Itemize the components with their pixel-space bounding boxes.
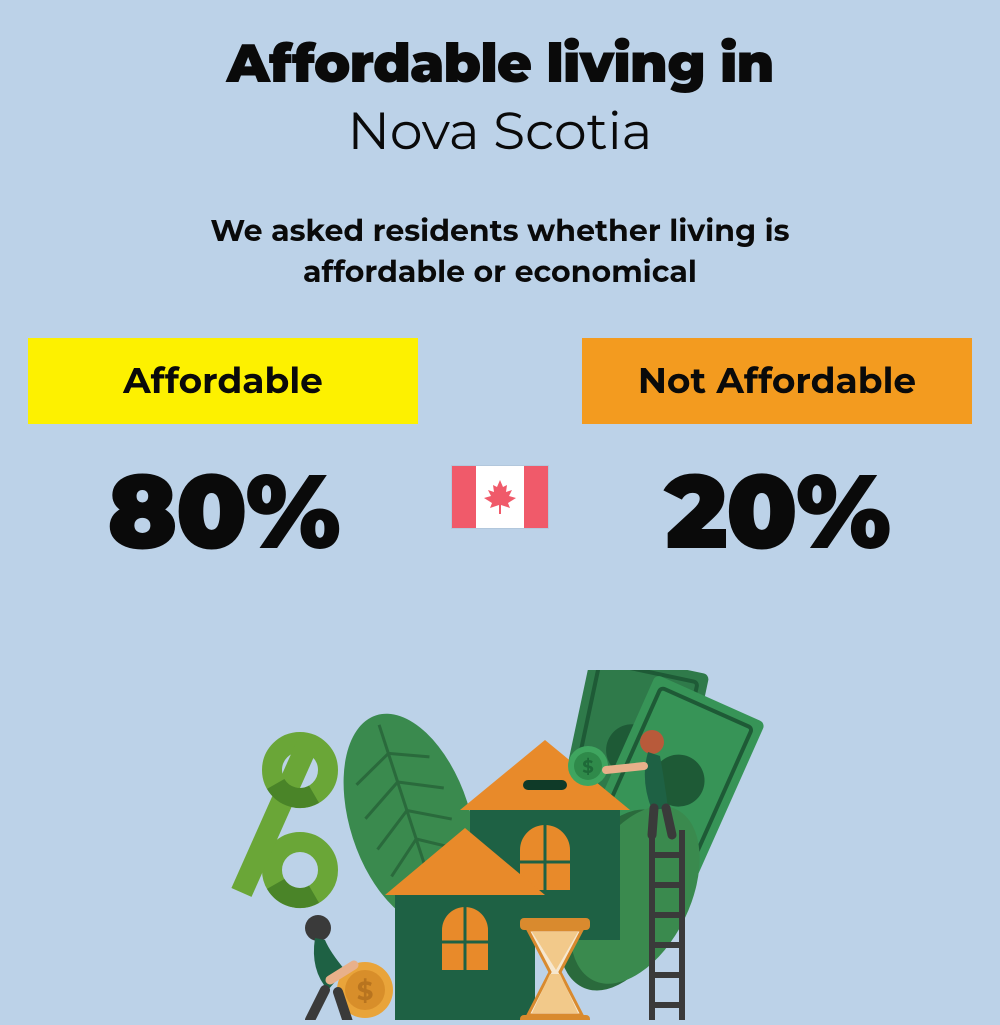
label-affordable: Affordable xyxy=(28,338,418,424)
subtitle: We asked residents whether living is aff… xyxy=(130,211,870,292)
stat-col-not-affordable: Not Affordable 20% xyxy=(582,338,972,575)
stats-row: Affordable 80% Not Affordable 20% xyxy=(0,338,1000,575)
value-not-affordable: 20% xyxy=(665,448,890,575)
svg-text:$: $ xyxy=(357,975,374,1007)
canada-flag-icon xyxy=(452,466,548,528)
title-region: Nova Scotia xyxy=(0,100,1000,163)
value-affordable: 80% xyxy=(107,448,339,575)
maple-leaf-icon xyxy=(484,480,516,514)
stat-col-affordable: Affordable 80% xyxy=(28,338,418,575)
title-bold: Affordable living in xyxy=(0,30,1000,96)
header: Affordable living in Nova Scotia xyxy=(0,0,1000,163)
percent-icon xyxy=(231,732,338,908)
flag-center xyxy=(476,466,524,528)
illustration-money-house: $ $ xyxy=(220,670,780,1020)
flag-bar-right xyxy=(524,466,548,528)
flag-wrap xyxy=(452,466,548,528)
person-left-icon: $ xyxy=(305,915,393,1020)
flag-bar-left xyxy=(452,466,476,528)
label-not-affordable: Not Affordable xyxy=(582,338,972,424)
svg-text:$: $ xyxy=(582,756,593,778)
